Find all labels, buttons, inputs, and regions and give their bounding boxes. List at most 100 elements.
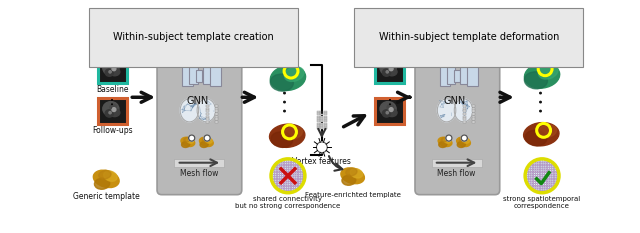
Bar xyxy=(320,120,323,122)
Ellipse shape xyxy=(103,61,119,75)
FancyBboxPatch shape xyxy=(210,65,221,86)
Bar xyxy=(472,105,475,107)
FancyBboxPatch shape xyxy=(98,57,127,83)
Ellipse shape xyxy=(200,137,213,147)
Ellipse shape xyxy=(110,64,116,69)
Bar xyxy=(320,125,323,127)
Bar xyxy=(215,108,218,110)
Ellipse shape xyxy=(284,67,304,82)
Ellipse shape xyxy=(538,125,557,137)
Ellipse shape xyxy=(109,109,120,116)
Bar xyxy=(472,121,475,123)
Circle shape xyxy=(525,159,559,193)
Bar xyxy=(320,127,323,129)
FancyBboxPatch shape xyxy=(375,57,404,83)
Bar xyxy=(205,108,209,110)
Ellipse shape xyxy=(454,99,473,122)
Bar xyxy=(317,127,320,129)
Bar xyxy=(320,113,323,115)
Ellipse shape xyxy=(180,99,198,122)
Ellipse shape xyxy=(387,104,394,110)
Text: Within-subject template deformation: Within-subject template deformation xyxy=(379,32,559,42)
Ellipse shape xyxy=(387,109,397,116)
Ellipse shape xyxy=(457,137,470,147)
Ellipse shape xyxy=(284,126,303,139)
Text: Baseline: Baseline xyxy=(96,85,129,94)
Ellipse shape xyxy=(524,63,560,88)
Ellipse shape xyxy=(383,110,390,117)
Bar xyxy=(317,116,320,118)
Ellipse shape xyxy=(269,124,305,147)
Circle shape xyxy=(316,142,327,153)
Ellipse shape xyxy=(462,138,469,143)
FancyBboxPatch shape xyxy=(196,69,202,82)
Bar xyxy=(215,118,218,120)
FancyBboxPatch shape xyxy=(467,65,478,86)
Circle shape xyxy=(389,108,393,112)
FancyBboxPatch shape xyxy=(415,43,500,195)
Ellipse shape xyxy=(270,65,305,90)
Ellipse shape xyxy=(205,138,212,143)
Text: shared connectivity
but no strong correspondence: shared connectivity but no strong corres… xyxy=(236,196,340,209)
Bar xyxy=(205,113,209,115)
FancyBboxPatch shape xyxy=(182,65,193,86)
Bar xyxy=(320,116,323,118)
Circle shape xyxy=(109,112,111,114)
FancyBboxPatch shape xyxy=(98,98,127,124)
Ellipse shape xyxy=(387,68,397,76)
Bar xyxy=(472,113,475,115)
Ellipse shape xyxy=(380,61,396,75)
Ellipse shape xyxy=(457,141,465,147)
Bar xyxy=(463,110,466,112)
Bar xyxy=(215,110,218,112)
Bar xyxy=(463,105,466,107)
Ellipse shape xyxy=(200,141,208,147)
Ellipse shape xyxy=(538,65,558,79)
Ellipse shape xyxy=(524,72,547,89)
Bar xyxy=(215,121,218,123)
Bar xyxy=(317,123,320,125)
Bar xyxy=(205,110,209,112)
FancyBboxPatch shape xyxy=(204,67,212,84)
Bar xyxy=(317,125,320,127)
FancyBboxPatch shape xyxy=(431,159,482,167)
Bar xyxy=(463,121,466,123)
Bar xyxy=(463,113,466,115)
Circle shape xyxy=(109,71,111,73)
Ellipse shape xyxy=(524,123,559,146)
Circle shape xyxy=(386,112,388,114)
Bar xyxy=(324,125,326,127)
Ellipse shape xyxy=(460,137,466,142)
Text: Follow-ups: Follow-ups xyxy=(92,126,132,135)
Bar xyxy=(324,127,326,129)
Ellipse shape xyxy=(444,138,451,143)
Bar xyxy=(317,111,320,113)
FancyBboxPatch shape xyxy=(447,67,455,84)
Circle shape xyxy=(386,71,388,73)
Bar xyxy=(324,113,326,115)
Ellipse shape xyxy=(184,137,191,142)
Text: • • •: • • • xyxy=(537,89,547,113)
Text: strong spatiotemporal
correspondence: strong spatiotemporal correspondence xyxy=(504,196,580,209)
Bar xyxy=(472,118,475,120)
Ellipse shape xyxy=(380,102,396,116)
Bar xyxy=(324,123,326,125)
Bar xyxy=(324,116,326,118)
Text: Vertex features: Vertex features xyxy=(292,157,351,166)
Bar xyxy=(215,105,218,107)
Ellipse shape xyxy=(271,132,292,147)
FancyBboxPatch shape xyxy=(460,67,469,84)
Ellipse shape xyxy=(103,102,119,116)
Ellipse shape xyxy=(95,178,109,189)
Bar xyxy=(472,108,475,110)
Ellipse shape xyxy=(350,169,362,178)
Ellipse shape xyxy=(439,141,447,147)
Ellipse shape xyxy=(342,175,356,185)
FancyBboxPatch shape xyxy=(174,159,225,167)
Bar xyxy=(317,113,320,115)
Ellipse shape xyxy=(387,64,394,69)
Bar xyxy=(215,116,218,118)
FancyBboxPatch shape xyxy=(375,98,404,124)
Text: GNN: GNN xyxy=(187,96,209,106)
Circle shape xyxy=(112,108,116,112)
